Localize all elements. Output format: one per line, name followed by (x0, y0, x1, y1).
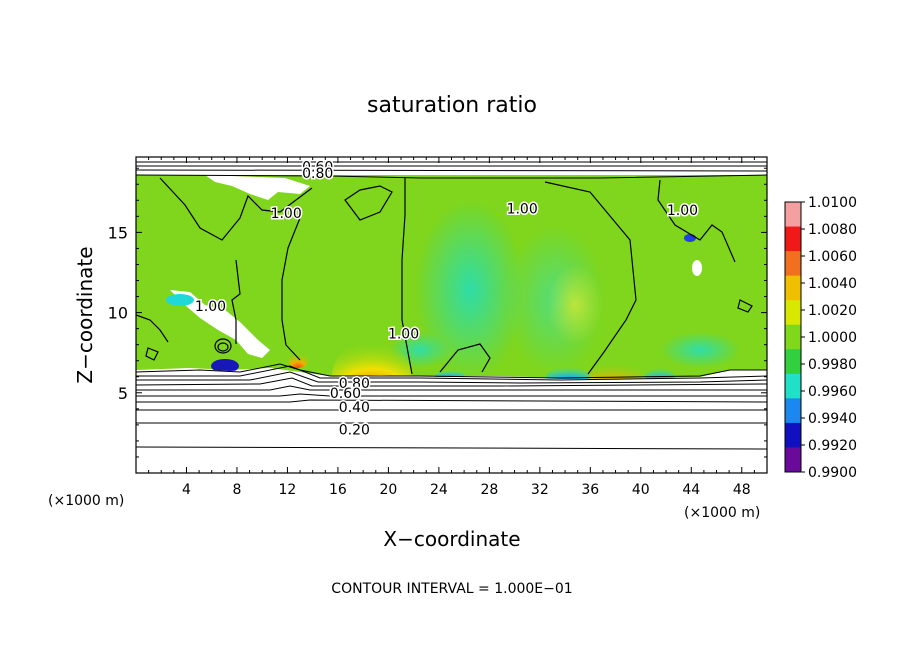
colorbar: 1.0100 1.0080 1.0060 1.0040 1.0020 1.0000 0.99… (784, 195, 857, 481)
contour-line (344, 185, 393, 221)
x-tick-label: 4 (182, 482, 191, 498)
colorbar-swatch (785, 398, 801, 424)
contour-line (231, 259, 241, 344)
y-axis-label: Z−coordinate (73, 246, 97, 383)
colorbar-swatch (785, 275, 801, 301)
colorbar-label: 0.9940 (808, 411, 857, 427)
colorbar-label: 0.9900 (808, 465, 857, 481)
colorbar-label: 1.0080 (808, 222, 857, 238)
colorbar-swatch (785, 349, 801, 375)
contour-line (136, 377, 767, 387)
contour-line (439, 343, 491, 373)
contour-line (136, 363, 767, 379)
x-tick-label: 32 (531, 482, 549, 498)
contour-label: 0.60 (302, 160, 333, 176)
contour-line (657, 179, 736, 263)
contours-lower (136, 363, 767, 450)
contour-label: 1.00 (507, 201, 538, 217)
chart-title: saturation ratio (367, 93, 537, 118)
colorbar-label: 1.0000 (808, 330, 857, 346)
colorbar-swatch (785, 447, 801, 473)
x-tick-label: 40 (632, 482, 650, 498)
y-tick-label: 10 (108, 304, 128, 323)
x-tick-label: 20 (379, 482, 397, 498)
contour-line (281, 217, 301, 361)
contour-label: 1.00 (195, 299, 226, 315)
dry-pocket-left (170, 290, 270, 358)
dry-spot-right (692, 260, 702, 276)
contour-line (136, 446, 767, 450)
contour-line (136, 385, 767, 391)
colorbar-swatch (785, 226, 801, 252)
x-tick-label: 36 (581, 482, 599, 498)
blue-spot-right (684, 234, 696, 242)
teal-patch-left (166, 294, 194, 306)
x-unit-right: (×1000 m) (684, 505, 760, 521)
contour-label: 1.00 (388, 326, 419, 342)
contour-interval-footer: CONTOUR INTERVAL = 1.000E−01 (331, 581, 572, 597)
contour-labels: 0.600.801.00 1.00 1.001.001.000.800.600.40… (193, 158, 699, 440)
x-tick-label: 12 (279, 482, 297, 498)
colorbar-swatch (785, 300, 801, 326)
contour-line (145, 347, 159, 361)
contour-line (136, 169, 767, 172)
x-unit-left: (×1000 m) (48, 493, 124, 509)
x-tick-label: 28 (480, 482, 498, 498)
x-tick-label: 24 (430, 482, 448, 498)
dry-pocket-top-left (205, 175, 310, 200)
contour-label: 0.20 (339, 423, 370, 439)
colorbar-label: 1.0060 (808, 249, 857, 265)
x-tick-label: 48 (733, 482, 751, 498)
contour-line (136, 393, 767, 397)
contour-label: 1.00 (271, 206, 302, 222)
yellow-region (547, 265, 603, 345)
contours-upper (136, 161, 767, 179)
contour-line (159, 177, 313, 241)
colorbar-swatch (785, 251, 801, 277)
teal-region-center (415, 200, 525, 380)
x-axis-label: X−coordinate (383, 527, 520, 551)
contour-label: 0.40 (339, 400, 370, 416)
colorbar-label: 0.9980 (808, 357, 857, 373)
y-axis-ticks: 5 10 15 (108, 167, 767, 458)
colorbar-swatch (785, 324, 801, 350)
blue-patch-left (211, 359, 239, 373)
contour-label: 0.80 (302, 166, 333, 182)
colorbar-swatch (785, 202, 801, 228)
y-tick-label: 15 (108, 223, 128, 242)
contour-line (401, 178, 413, 375)
colorbar-swatch (785, 422, 801, 448)
x-axis-ticks: 4 8 12 16 20 24 28 32 36 40 44 48 (148, 157, 755, 498)
contours-saturation (136, 177, 753, 375)
x-tick-label: 16 (329, 482, 347, 498)
plot-field: 0.600.801.00 1.00 1.001.001.000.800.600.40… (136, 157, 767, 473)
contour-line (544, 181, 637, 375)
teal-region-far-right (660, 332, 740, 368)
contour-line (217, 342, 229, 352)
colorbar-swatch (785, 373, 801, 399)
contour-line (136, 371, 767, 384)
contour-line (136, 399, 767, 403)
colorbar-label: 1.0100 (808, 195, 857, 211)
y-tick-label: 5 (118, 384, 128, 403)
colorbar-label: 0.9960 (808, 384, 857, 400)
contour-label: 0.80 (339, 376, 370, 392)
contour-line (136, 174, 767, 179)
contour-line (737, 299, 753, 313)
x-tick-label: 8 (232, 482, 241, 498)
contour-label: 0.60 (330, 386, 361, 402)
x-tick-label: 44 (682, 482, 700, 498)
contour-line (136, 365, 767, 381)
colorbar-label: 1.0020 (808, 303, 857, 319)
contour-label: 1.00 (667, 203, 698, 219)
contour-line (136, 314, 169, 343)
warm-patch-13km (288, 352, 308, 368)
colorbar-label: 0.9920 (808, 438, 857, 454)
contour-line (214, 338, 232, 354)
colorbar-label: 1.0040 (808, 276, 857, 292)
